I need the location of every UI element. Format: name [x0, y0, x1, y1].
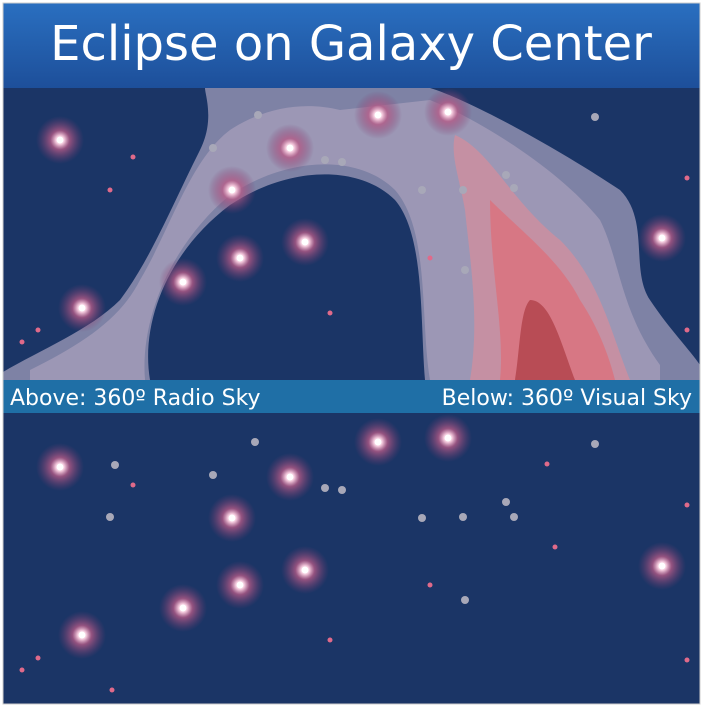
star-core — [375, 112, 382, 119]
star-core — [287, 145, 294, 152]
star-core — [57, 137, 64, 144]
star-core — [79, 305, 86, 312]
red-star — [328, 638, 333, 643]
red-star — [131, 155, 136, 160]
red-star — [685, 503, 690, 508]
red-star — [36, 656, 41, 661]
red-star — [685, 176, 690, 181]
above-label: Above: 360º Radio Sky — [10, 386, 261, 411]
red-star — [108, 188, 113, 193]
gray-star — [418, 514, 426, 522]
red-star — [20, 668, 25, 673]
page: Eclipse on Galaxy Center Above: 360º Rad… — [0, 0, 703, 707]
gray-star — [338, 158, 346, 166]
star-core — [445, 109, 452, 116]
gray-star — [209, 471, 217, 479]
red-star — [20, 340, 25, 345]
star-core — [180, 605, 187, 612]
red-star — [328, 311, 333, 316]
star-core — [445, 435, 452, 442]
gray-star — [510, 513, 518, 521]
red-star — [545, 462, 550, 467]
title: Eclipse on Galaxy Center — [50, 16, 652, 72]
star-core — [287, 474, 294, 481]
illustration: Eclipse on Galaxy Center Above: 360º Rad… — [0, 0, 703, 707]
star-core — [79, 632, 86, 639]
gray-star — [510, 184, 518, 192]
red-star — [110, 688, 115, 693]
star-core — [180, 279, 187, 286]
star-core — [237, 255, 244, 262]
gray-star — [461, 596, 469, 604]
gray-star — [459, 186, 467, 194]
star-core — [659, 235, 666, 242]
red-star — [428, 583, 433, 588]
gray-star — [502, 498, 510, 506]
gray-star — [338, 486, 346, 494]
gray-star — [502, 171, 510, 179]
gray-star — [418, 186, 426, 194]
gray-star — [591, 113, 599, 121]
red-star — [685, 328, 690, 333]
red-star — [553, 545, 558, 550]
red-star — [685, 658, 690, 663]
star-core — [302, 567, 309, 574]
gray-star — [251, 438, 259, 446]
gray-star — [321, 484, 329, 492]
below-label: Below: 360º Visual Sky — [442, 386, 692, 411]
red-star — [36, 328, 41, 333]
gray-star — [459, 513, 467, 521]
gray-star — [461, 266, 469, 274]
red-star — [131, 483, 136, 488]
star-core — [229, 515, 236, 522]
star-core — [237, 582, 244, 589]
gray-star — [111, 461, 119, 469]
gray-star — [254, 111, 262, 119]
gray-star — [209, 144, 217, 152]
gray-star — [321, 156, 329, 164]
gray-star — [591, 440, 599, 448]
star-core — [57, 464, 64, 471]
star-core — [659, 563, 666, 570]
star-core — [229, 187, 236, 194]
red-star — [428, 256, 433, 261]
star-core — [302, 239, 309, 246]
gray-star — [106, 513, 114, 521]
star-core — [375, 439, 382, 446]
